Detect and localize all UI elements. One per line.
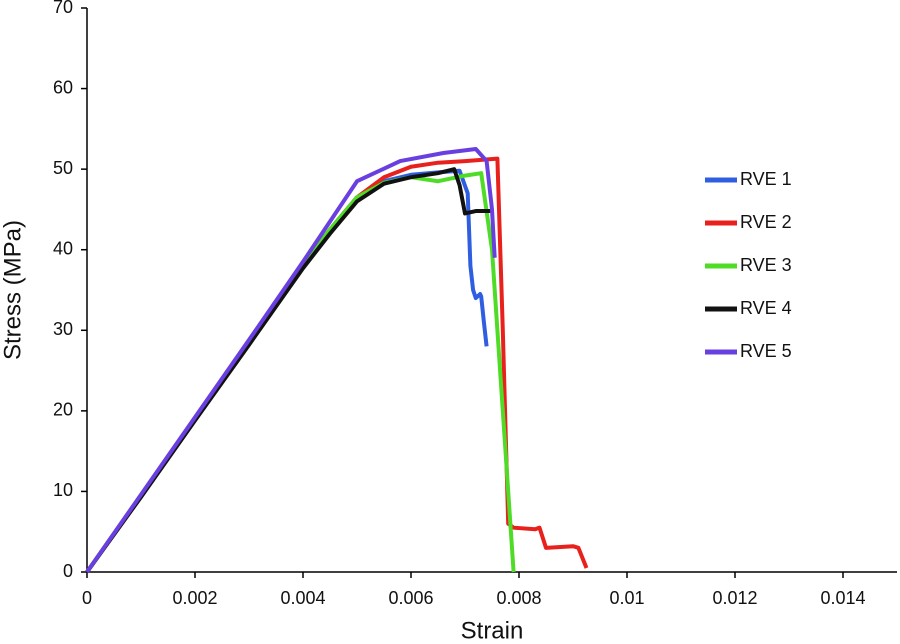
x-tick-label: 0.006	[388, 588, 433, 608]
y-tick-label: 10	[53, 480, 73, 500]
x-axis-title: Strain	[461, 617, 524, 644]
legend-label: RVE 4	[740, 298, 792, 318]
y-tick-label: 0	[63, 561, 73, 581]
x-tick-label: 0.008	[496, 588, 541, 608]
x-tick-label: 0.014	[820, 588, 865, 608]
legend-label: RVE 2	[740, 212, 792, 232]
legend-label: RVE 3	[740, 255, 792, 275]
y-tick-label: 20	[53, 400, 73, 420]
y-tick-label: 40	[53, 238, 73, 258]
y-tick-label: 50	[53, 158, 73, 178]
legend-label: RVE 1	[740, 169, 792, 189]
y-tick-label: 30	[53, 319, 73, 339]
y-axis-title: Stress (MPa)	[0, 220, 26, 360]
x-tick-label: 0.012	[712, 588, 757, 608]
y-tick-label: 60	[53, 77, 73, 97]
x-tick-label: 0.004	[280, 588, 325, 608]
x-tick-label: 0.002	[172, 588, 217, 608]
x-tick-label: 0.01	[609, 588, 644, 608]
series-line	[85, 167, 492, 574]
legend-label: RVE 5	[740, 341, 792, 361]
series-line	[85, 147, 497, 574]
y-tick-label: 70	[53, 0, 73, 17]
series-line	[85, 171, 516, 574]
series-line	[85, 168, 489, 574]
x-tick-label: 0	[82, 588, 92, 608]
